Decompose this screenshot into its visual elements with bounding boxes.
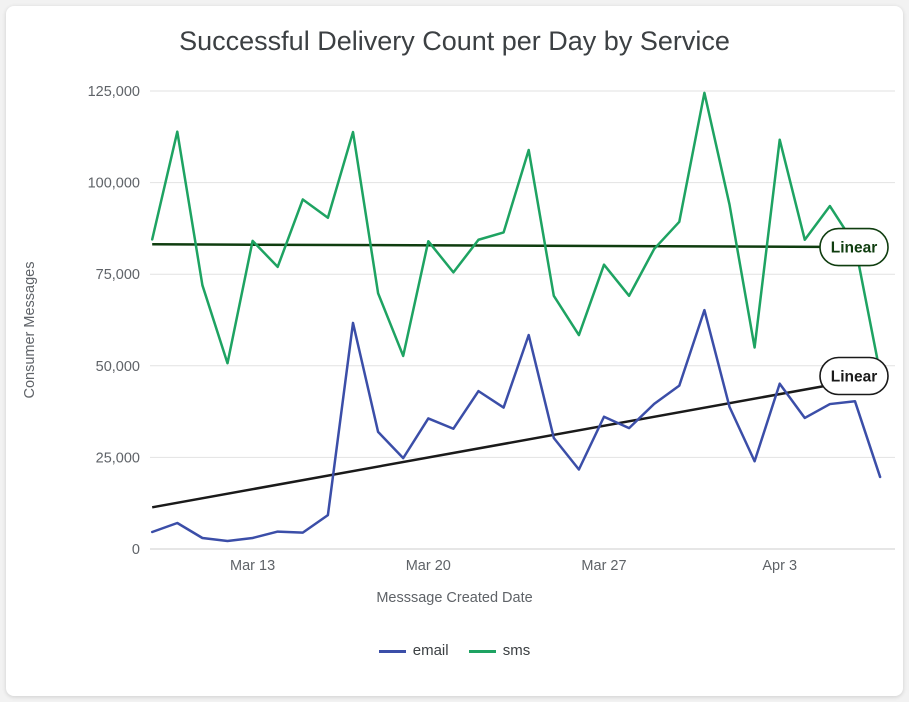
svg-text:0: 0: [132, 542, 140, 558]
svg-text:125,000: 125,000: [88, 84, 140, 100]
svg-text:Apr 3: Apr 3: [762, 558, 797, 574]
svg-text:Mar 20: Mar 20: [406, 558, 451, 574]
svg-text:25,000: 25,000: [96, 450, 140, 466]
svg-text:Mar 27: Mar 27: [581, 558, 626, 574]
svg-text:75,000: 75,000: [96, 267, 140, 283]
svg-text:Linear: Linear: [831, 369, 878, 386]
svg-text:Linear: Linear: [831, 240, 878, 257]
svg-text:100,000: 100,000: [88, 176, 140, 192]
svg-text:Mar 13: Mar 13: [230, 558, 275, 574]
svg-text:50,000: 50,000: [96, 359, 140, 375]
